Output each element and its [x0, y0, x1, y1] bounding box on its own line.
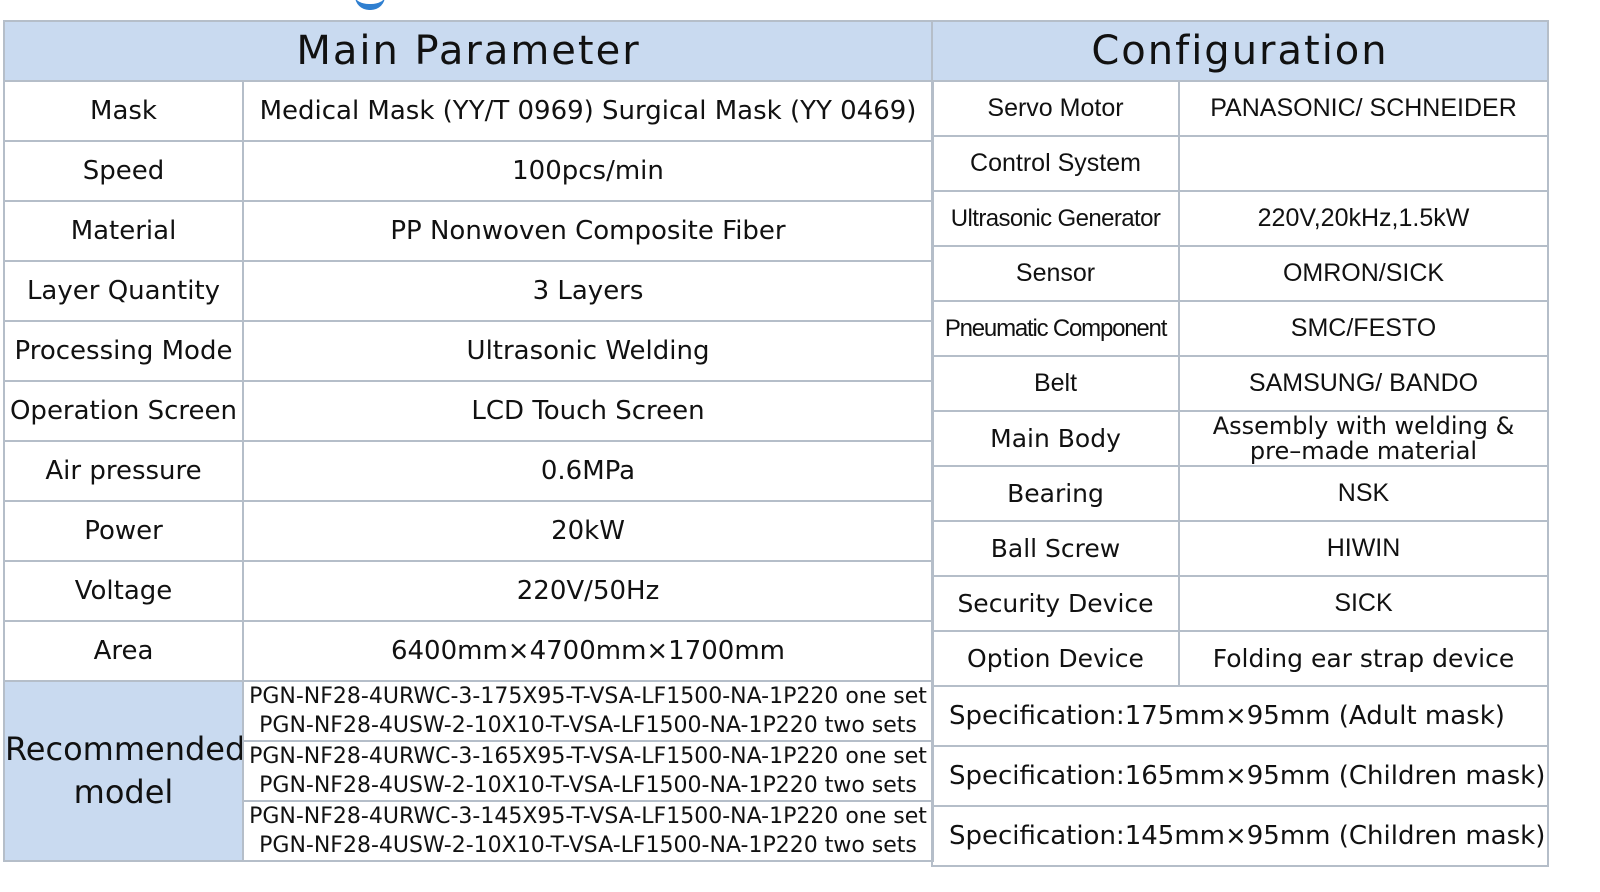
param-value: LCD Touch Screen: [242, 380, 934, 442]
config-label: Ball Screw: [931, 520, 1180, 577]
param-value: 0.6MPa: [242, 440, 934, 502]
config-label: Belt: [931, 355, 1180, 412]
param-value: 100pcs/min: [242, 140, 934, 202]
config-label: Servo Motor: [931, 80, 1180, 137]
config-value: SMC/FESTO: [1178, 300, 1549, 357]
spec-row: Specification:175mm×95mm (Adult mask): [931, 685, 1549, 747]
param-value: 20kW: [242, 500, 934, 562]
table-row: Layer Quantity 3 Layers: [3, 260, 934, 322]
config-value: SAMSUNG/ BANDO: [1178, 355, 1549, 412]
config-label: Pneumatic Component: [931, 300, 1180, 357]
model-line: PGN-NF28-4USW-2-10X10-T-VSA-LF1500-NA-1P…: [259, 713, 917, 738]
param-value: 220V/50Hz: [242, 560, 934, 622]
main-parameter-title: Main Parameter: [3, 20, 934, 82]
recommended-model-label: Recommended model: [3, 680, 244, 862]
config-value-line: pre–made material: [1249, 436, 1478, 465]
config-value: PANASONIC/ SCHNEIDER: [1178, 80, 1549, 137]
table-row: Air pressure 0.6MPa: [3, 440, 934, 502]
table-row: Option Device Folding ear strap device: [931, 630, 1549, 687]
table-row: Processing Mode Ultrasonic Welding: [3, 320, 934, 382]
table-row: Servo Motor PANASONIC/ SCHNEIDER: [931, 80, 1549, 137]
table-row: Control System: [931, 135, 1549, 192]
config-value: NSK: [1178, 465, 1549, 522]
table-row: Voltage 220V/50Hz: [3, 560, 934, 622]
config-label: Option Device: [931, 630, 1180, 687]
table-row: Mask Medical Mask (YY/T 0969) Surgical M…: [3, 80, 934, 142]
param-label: Operation Screen: [3, 380, 244, 442]
model-cell: PGN-NF28-4URWC-3-145X95-T-VSA-LF1500-NA-…: [242, 800, 934, 862]
specification: Specification:165mm×95mm (Children mask): [931, 745, 1549, 807]
config-value: [1178, 135, 1549, 192]
param-label: Speed: [3, 140, 244, 202]
model-cell: PGN-NF28-4URWC-3-165X95-T-VSA-LF1500-NA-…: [242, 740, 934, 802]
configuration-table: Configuration Servo Motor PANASONIC/ SCH…: [931, 20, 1549, 867]
spec-row: Specification:165mm×95mm (Children mask): [931, 745, 1549, 807]
table-row: Belt SAMSUNG/ BANDO: [931, 355, 1549, 412]
config-label: Ultrasonic Generator: [931, 190, 1180, 247]
config-value: 220V,20kHz,1.5kW: [1178, 190, 1549, 247]
config-label: Main Body: [931, 410, 1180, 467]
param-label: Mask: [3, 80, 244, 142]
config-label: Bearing: [931, 465, 1180, 522]
param-value: 3 Layers: [242, 260, 934, 322]
recommended-label-line1: Recommended: [5, 730, 243, 768]
table-row: Security Device SICK: [931, 575, 1549, 632]
table-row: Operation Screen LCD Touch Screen: [3, 380, 934, 442]
model-row: Recommended model PGN-NF28-4URWC-3-175X9…: [3, 680, 934, 862]
table-row: Speed 100pcs/min: [3, 140, 934, 202]
model-line: PGN-NF28-4USW-2-10X10-T-VSA-LF1500-NA-1P…: [259, 833, 917, 858]
table-row: Sensor OMRON/SICK: [931, 245, 1549, 302]
param-value: Medical Mask (YY/T 0969) Surgical Mask (…: [242, 80, 934, 142]
table-row: Area 6400mm×4700mm×1700mm: [3, 620, 934, 682]
table-row: Main Body Assembly with welding & pre–ma…: [931, 410, 1549, 467]
param-label: Material: [3, 200, 244, 262]
spec-row: Specification:145mm×95mm (Children mask): [931, 805, 1549, 867]
config-value: SICK: [1178, 575, 1549, 632]
heading-fragment: [355, 0, 385, 10]
param-value: 6400mm×4700mm×1700mm: [242, 620, 934, 682]
config-value: OMRON/SICK: [1178, 245, 1549, 302]
model-line: PGN-NF28-4USW-2-10X10-T-VSA-LF1500-NA-1P…: [259, 773, 917, 798]
configuration-title: Configuration: [931, 20, 1549, 82]
config-value-line: Assembly with welding &: [1212, 411, 1515, 440]
param-label: Air pressure: [3, 440, 244, 502]
param-value: PP Nonwoven Composite Fiber: [242, 200, 934, 262]
param-label: Power: [3, 500, 244, 562]
param-label: Area: [3, 620, 244, 682]
specification: Specification:145mm×95mm (Children mask): [931, 805, 1549, 867]
table-row: Pneumatic Component SMC/FESTO: [931, 300, 1549, 357]
param-value: Ultrasonic Welding: [242, 320, 934, 382]
param-label: Voltage: [3, 560, 244, 622]
table-row: Power 20kW: [3, 500, 934, 562]
specification: Specification:175mm×95mm (Adult mask): [931, 685, 1549, 747]
model-line: PGN-NF28-4URWC-3-175X95-T-VSA-LF1500-NA-…: [249, 684, 927, 709]
config-value: Folding ear strap device: [1178, 630, 1549, 687]
table-row: Ball Screw HIWIN: [931, 520, 1549, 577]
recommended-label-line2: model: [73, 773, 174, 811]
config-value: Assembly with welding & pre–made materia…: [1178, 410, 1549, 467]
model-row: PGN-NF28-4URWC-3-145X95-T-VSA-LF1500-NA-…: [4, 800, 934, 862]
config-label: Control System: [931, 135, 1180, 192]
param-label: Processing Mode: [3, 320, 244, 382]
config-label: Security Device: [931, 575, 1180, 632]
param-label: Layer Quantity: [3, 260, 244, 322]
model-line: PGN-NF28-4URWC-3-165X95-T-VSA-LF1500-NA-…: [249, 744, 927, 769]
config-value: HIWIN: [1178, 520, 1549, 577]
model-cell: PGN-NF28-4URWC-3-175X95-T-VSA-LF1500-NA-…: [242, 680, 934, 742]
model-line: PGN-NF28-4URWC-3-145X95-T-VSA-LF1500-NA-…: [249, 804, 927, 829]
model-row: PGN-NF28-4URWC-3-165X95-T-VSA-LF1500-NA-…: [4, 740, 934, 802]
table-row: Bearing NSK: [931, 465, 1549, 522]
table-row: Material PP Nonwoven Composite Fiber: [3, 200, 934, 262]
config-label: Sensor: [931, 245, 1180, 302]
main-parameter-table: Main Parameter Mask Medical Mask (YY/T 0…: [3, 20, 934, 862]
table-row: Ultrasonic Generator 220V,20kHz,1.5kW: [931, 190, 1549, 247]
